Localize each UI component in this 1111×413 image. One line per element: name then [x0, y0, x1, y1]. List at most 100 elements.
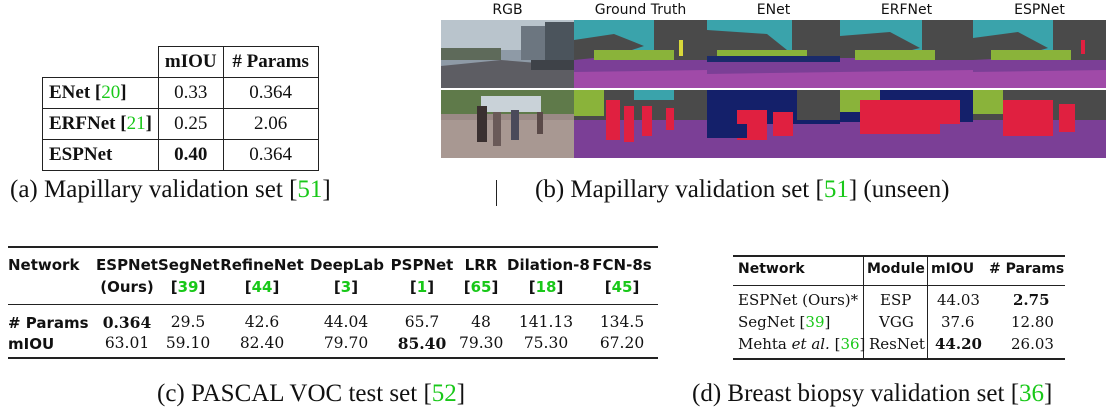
- header-params: # Params: [989, 261, 1065, 277]
- citation-link[interactable]: 51: [823, 176, 849, 203]
- row-label-params: # Params: [8, 314, 89, 332]
- cell-params: 48: [471, 313, 491, 331]
- empty-corner-cell: [43, 47, 159, 78]
- top-rule: [8, 246, 658, 248]
- row-label-espnet: ESPNet (Ours)*: [738, 291, 859, 309]
- caption-divider: [496, 180, 497, 206]
- cell-miou: 63.01: [104, 334, 150, 352]
- bottom-rule: [8, 357, 658, 359]
- header-network: Network: [738, 261, 805, 277]
- ground-truth-pedestrians: [574, 90, 707, 158]
- citation-link[interactable]: 39: [805, 313, 825, 331]
- cell-params-segnet: 12.80: [1011, 313, 1054, 331]
- citation-link[interactable]: 45: [611, 278, 633, 296]
- header-network-name: FCN-8s: [592, 256, 652, 274]
- mid-rule: [8, 304, 658, 305]
- citation-link[interactable]: 20: [101, 82, 121, 103]
- erfnet-prediction-street: [840, 20, 973, 88]
- header-network-citation: [3]: [333, 278, 359, 296]
- cell-params: 42.6: [244, 313, 280, 331]
- row-label-erfnet: ERFNet [21]: [42, 108, 159, 140]
- enet-prediction-pedestrians: [707, 90, 840, 158]
- cell-module-segnet: VGG: [879, 313, 914, 331]
- cell-params: 134.5: [599, 313, 645, 331]
- erfnet-prediction-pedestrians: [840, 90, 973, 158]
- table-header-row: mIOU # Params: [43, 46, 319, 78]
- header-network-name: SegNet: [158, 256, 220, 274]
- header-network: Network: [8, 256, 80, 274]
- header-network-citation: [39]: [170, 278, 206, 296]
- pascal-voc-results-table: Network # Params mIOU ESPNet (Ours) 0.364 6…: [8, 246, 658, 359]
- header-network-sub: (Ours): [100, 278, 154, 296]
- cell-params: 29.5: [170, 313, 206, 331]
- cell-params: 141.13: [518, 313, 574, 331]
- header-network-name: DeepLab: [310, 256, 384, 274]
- citation-link[interactable]: 65: [470, 278, 492, 296]
- header-params: # Params: [222, 46, 319, 78]
- row-label-enet: ENet [20]: [42, 77, 159, 109]
- column-header-espnet: ESPNet: [1014, 2, 1065, 18]
- cell-miou-espnet: 0.40: [157, 139, 224, 171]
- table-row: ESPNet 0.40 0.364: [42, 139, 319, 171]
- citation-link[interactable]: 18: [535, 278, 557, 296]
- column-header-rgb: RGB: [492, 2, 523, 18]
- breast-biopsy-results-table: Network Module mIOU # Params ESPNet (Our…: [733, 255, 1065, 360]
- cell-miou-mehta: 44.20: [935, 335, 982, 353]
- cell-miou-enet: 0.33: [157, 77, 224, 109]
- caption-c: (c) PASCAL VOC test set [52]: [157, 380, 466, 407]
- cell-params-mehta: 26.03: [1011, 335, 1054, 353]
- column-divider: [927, 255, 928, 359]
- cell-module-mehta: ResNet: [869, 335, 925, 353]
- citation-link[interactable]: 51: [297, 176, 323, 203]
- citation-link[interactable]: 21: [126, 113, 146, 134]
- header-network-citation: [1]: [409, 278, 435, 296]
- cell-params-espnet: 2.75: [1013, 291, 1050, 309]
- cell-miou-erfnet: 0.25: [157, 108, 224, 140]
- column-divider: [863, 255, 864, 359]
- column-header-erfnet: ERFNet: [880, 2, 933, 18]
- header-miou: mIOU: [157, 46, 224, 78]
- row-label-mehta: Mehta et al. [36]: [738, 335, 866, 353]
- header-network-name: LRR: [464, 256, 498, 274]
- cell-miou: 59.10: [165, 334, 211, 352]
- row-label-espnet: ESPNet: [42, 139, 159, 171]
- cell-miou: 67.20: [599, 334, 645, 352]
- top-rule: [733, 255, 1065, 257]
- column-header-ground-truth: Ground Truth: [594, 2, 687, 18]
- mid-rule: [733, 285, 1065, 286]
- cell-miou: 85.40: [397, 334, 447, 353]
- caption-d: (d) Breast biopsy validation set [36]: [692, 380, 1053, 407]
- row-label-miou: mIOU: [8, 335, 55, 353]
- cell-params: 44.04: [323, 313, 369, 331]
- header-network-citation: [45]: [604, 278, 640, 296]
- cell-params-enet: 0.364: [222, 77, 319, 109]
- column-header-enet: ENet: [756, 2, 791, 18]
- header-network-name: PSPNet: [390, 256, 454, 274]
- citation-link[interactable]: 44: [251, 278, 273, 296]
- citation-link[interactable]: 36: [840, 335, 860, 353]
- cell-params: 0.364: [102, 313, 152, 332]
- citation-link[interactable]: 3: [340, 278, 352, 296]
- citation-link[interactable]: 36: [1019, 380, 1045, 407]
- citation-link[interactable]: 39: [177, 278, 199, 296]
- cell-module-espnet: ESP: [880, 291, 912, 309]
- mapillary-results-table: mIOU # Params ENet [20] 0.33 0.364 ERFNe…: [42, 46, 319, 171]
- cell-miou: 79.70: [323, 334, 369, 352]
- cell-miou-segnet: 37.6: [941, 313, 975, 331]
- table-row: ENet [20] 0.33 0.364: [42, 77, 319, 109]
- enet-prediction-street: [707, 20, 840, 88]
- rgb-image-street: [441, 20, 574, 88]
- cell-params-espnet: 0.364: [222, 139, 319, 171]
- cell-miou: 79.30: [459, 334, 504, 352]
- espnet-prediction-pedestrians: [973, 90, 1106, 158]
- header-network-citation: [65]: [463, 278, 499, 296]
- header-network-citation: [44]: [244, 278, 280, 296]
- cell-params-erfnet: 2.06: [222, 108, 319, 140]
- header-network-name: ESPNet: [96, 256, 158, 274]
- segmentation-comparison-grid: RGB Ground Truth ENet ERFNet ESPNet: [441, 0, 1106, 160]
- citation-link[interactable]: 1: [416, 278, 428, 296]
- header-network-name: RefineNet: [220, 256, 304, 274]
- ground-truth-street: [574, 20, 707, 88]
- caption-b: (b) Mapillary validation set [51] (unsee…: [535, 176, 950, 203]
- citation-link[interactable]: 52: [431, 380, 457, 407]
